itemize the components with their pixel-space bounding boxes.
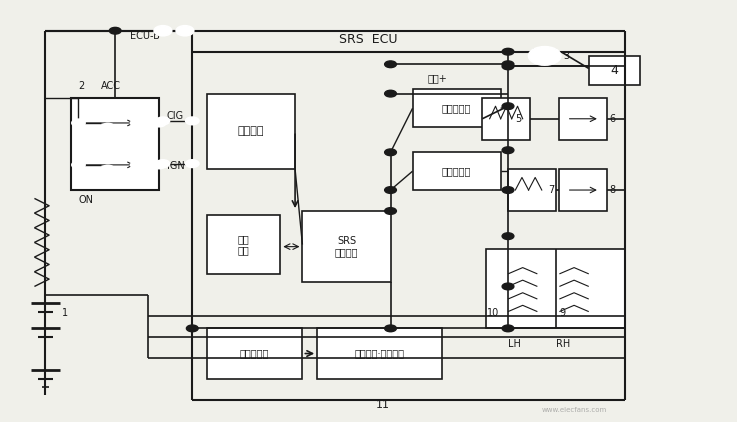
Circle shape [528, 47, 561, 65]
Bar [207, 94, 295, 169]
Text: 2: 2 [78, 81, 85, 92]
Text: 9: 9 [559, 308, 565, 318]
Circle shape [153, 119, 166, 127]
Text: 6: 6 [609, 114, 615, 124]
Text: 保险传感器: 保险传感器 [442, 103, 471, 113]
Circle shape [156, 117, 170, 124]
Circle shape [502, 283, 514, 290]
Circle shape [176, 26, 194, 36]
Bar [71, 98, 159, 190]
Text: 电源+: 电源+ [427, 73, 447, 83]
Text: LH: LH [508, 339, 521, 349]
Text: 3: 3 [563, 51, 569, 61]
Bar [559, 169, 607, 211]
Circle shape [385, 90, 397, 97]
Bar [482, 98, 530, 140]
Circle shape [130, 161, 144, 169]
Circle shape [385, 325, 397, 332]
Circle shape [153, 161, 166, 169]
Text: 11: 11 [376, 400, 390, 410]
Text: www.elecfans.com: www.elecfans.com [542, 407, 607, 413]
Text: 中心传感器: 中心传感器 [240, 349, 270, 359]
Text: 保险传感器: 保险传感器 [442, 166, 471, 176]
Circle shape [385, 61, 397, 68]
Bar [317, 328, 442, 379]
Circle shape [186, 117, 199, 124]
Circle shape [502, 61, 514, 68]
Circle shape [186, 325, 198, 332]
Circle shape [385, 149, 397, 156]
Bar [302, 211, 391, 282]
Bar [207, 328, 302, 379]
Bar [486, 249, 626, 328]
Circle shape [109, 27, 121, 34]
Text: 10: 10 [487, 308, 500, 318]
Text: 点火电路·驱动电路: 点火电路·驱动电路 [354, 349, 405, 359]
Circle shape [502, 49, 514, 55]
Circle shape [101, 165, 114, 173]
Text: 1: 1 [62, 308, 68, 318]
Bar [508, 169, 556, 211]
Circle shape [130, 119, 144, 127]
Circle shape [385, 208, 397, 214]
Text: 4: 4 [610, 64, 618, 77]
Text: ECU-B: ECU-B [130, 31, 160, 41]
Circle shape [502, 233, 514, 240]
Text: IGN: IGN [167, 161, 184, 171]
Circle shape [101, 123, 114, 131]
Text: SRS
诊断电路: SRS 诊断电路 [335, 236, 358, 257]
Text: 8: 8 [609, 185, 615, 195]
Bar [413, 89, 500, 127]
Circle shape [186, 160, 199, 168]
Circle shape [502, 63, 514, 70]
Circle shape [502, 187, 514, 193]
Circle shape [72, 119, 85, 127]
Text: 备用电源: 备用电源 [238, 126, 265, 136]
Text: ACC: ACC [100, 81, 121, 92]
Circle shape [502, 325, 514, 332]
Circle shape [385, 187, 397, 193]
Text: RH: RH [556, 339, 570, 349]
Text: 5: 5 [515, 114, 522, 124]
Bar [207, 215, 280, 274]
Circle shape [156, 160, 170, 168]
Bar [559, 98, 607, 140]
Circle shape [72, 161, 85, 169]
Circle shape [154, 26, 172, 36]
Circle shape [502, 147, 514, 154]
Text: CIG: CIG [167, 111, 184, 121]
Text: SRS  ECU: SRS ECU [339, 33, 398, 46]
Bar [589, 56, 640, 85]
Text: 记忆
电路: 记忆 电路 [238, 234, 250, 255]
Circle shape [502, 103, 514, 110]
Bar [413, 152, 500, 190]
Text: ON: ON [78, 195, 94, 205]
Text: 7: 7 [548, 185, 555, 195]
